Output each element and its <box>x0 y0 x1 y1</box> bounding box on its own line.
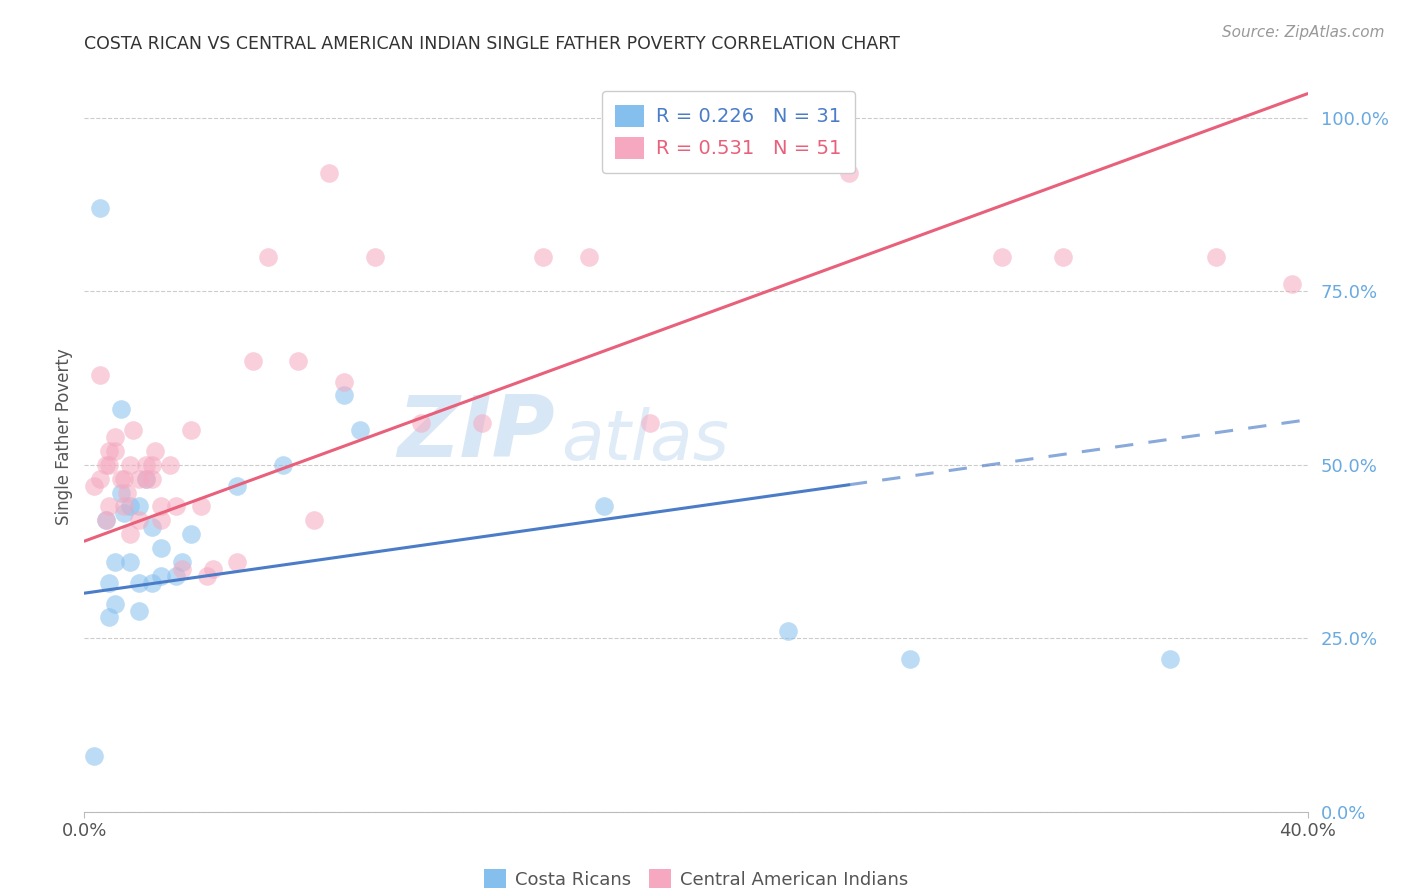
Point <box>141 575 163 590</box>
Point <box>110 472 132 486</box>
Point <box>159 458 181 472</box>
Point <box>333 375 356 389</box>
Point <box>333 388 356 402</box>
Point <box>104 597 127 611</box>
Point <box>180 423 202 437</box>
Point <box>122 423 145 437</box>
Point <box>89 368 111 382</box>
Point <box>1052 250 1074 264</box>
Point <box>128 575 150 590</box>
Point <box>776 624 799 639</box>
Point <box>242 353 264 368</box>
Point <box>593 500 616 514</box>
Point <box>135 472 157 486</box>
Point <box>149 569 172 583</box>
Point <box>115 485 138 500</box>
Point <box>1205 250 1227 264</box>
Point <box>318 166 340 180</box>
Point <box>97 444 120 458</box>
Point <box>89 201 111 215</box>
Point <box>287 353 309 368</box>
Point <box>135 472 157 486</box>
Point <box>94 513 117 527</box>
Text: atlas: atlas <box>561 408 730 475</box>
Point <box>638 416 661 430</box>
Point <box>120 555 142 569</box>
Point <box>201 562 224 576</box>
Point <box>471 416 494 430</box>
Y-axis label: Single Father Poverty: Single Father Poverty <box>55 349 73 525</box>
Point <box>110 485 132 500</box>
Point <box>94 513 117 527</box>
Point <box>172 562 194 576</box>
Text: ZIP: ZIP <box>398 392 555 475</box>
Point <box>83 749 105 764</box>
Point <box>97 500 120 514</box>
Point <box>149 541 172 555</box>
Point <box>165 569 187 583</box>
Point <box>104 444 127 458</box>
Point <box>302 513 325 527</box>
Point <box>110 402 132 417</box>
Point <box>195 569 218 583</box>
Point <box>271 458 294 472</box>
Legend: Costa Ricans, Central American Indians: Costa Ricans, Central American Indians <box>477 862 915 892</box>
Point <box>128 472 150 486</box>
Point <box>97 458 120 472</box>
Point <box>97 610 120 624</box>
Point <box>180 527 202 541</box>
Point <box>141 520 163 534</box>
Point <box>104 430 127 444</box>
Point <box>165 500 187 514</box>
Text: COSTA RICAN VS CENTRAL AMERICAN INDIAN SINGLE FATHER POVERTY CORRELATION CHART: COSTA RICAN VS CENTRAL AMERICAN INDIAN S… <box>84 35 900 53</box>
Point <box>409 416 432 430</box>
Point <box>89 472 111 486</box>
Point <box>898 652 921 666</box>
Point <box>112 507 135 521</box>
Point <box>257 250 280 264</box>
Point <box>120 458 142 472</box>
Point <box>172 555 194 569</box>
Point <box>1281 277 1303 292</box>
Point <box>349 423 371 437</box>
Text: Source: ZipAtlas.com: Source: ZipAtlas.com <box>1222 25 1385 40</box>
Point <box>149 500 172 514</box>
Point <box>838 166 860 180</box>
Point <box>112 472 135 486</box>
Point <box>112 500 135 514</box>
Point <box>991 250 1014 264</box>
Point <box>94 458 117 472</box>
Point <box>120 527 142 541</box>
Point <box>1159 652 1181 666</box>
Point <box>141 458 163 472</box>
Point <box>128 603 150 617</box>
Point <box>104 555 127 569</box>
Point <box>83 478 105 492</box>
Point <box>226 478 249 492</box>
Point <box>120 500 142 514</box>
Point <box>128 513 150 527</box>
Point <box>135 458 157 472</box>
Point <box>364 250 387 264</box>
Point <box>226 555 249 569</box>
Point <box>190 500 212 514</box>
Point <box>141 472 163 486</box>
Point <box>578 250 600 264</box>
Point <box>143 444 166 458</box>
Point <box>97 575 120 590</box>
Point <box>149 513 172 527</box>
Point <box>531 250 554 264</box>
Point <box>128 500 150 514</box>
